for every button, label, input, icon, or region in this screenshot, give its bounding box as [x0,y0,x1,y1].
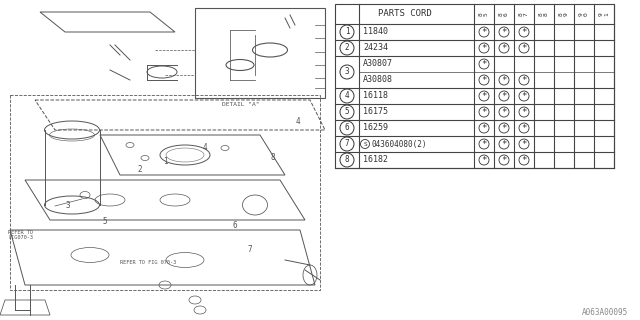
Text: 5: 5 [102,218,108,227]
Text: 9
0: 9 0 [579,12,589,16]
Text: 7: 7 [248,245,252,254]
Text: *: * [522,76,527,84]
Text: 8
7: 8 7 [519,12,529,16]
Bar [195,8,325,98]
Text: *: * [481,140,486,148]
Text: *: * [501,92,507,100]
Text: 8
6: 8 6 [499,12,509,16]
Text: S: S [363,141,367,147]
Text: 2: 2 [138,165,142,174]
Text: *: * [481,156,486,164]
Text: A30807: A30807 [363,60,393,68]
Text: 6: 6 [345,124,349,132]
Text: REFER TO FIG 070-3: REFER TO FIG 070-3 [120,260,176,265]
Text: 4: 4 [345,92,349,100]
Text: 8
8: 8 8 [539,12,549,16]
Text: 11840: 11840 [363,28,388,36]
Text: 8
5: 8 5 [479,12,489,16]
Text: 16259: 16259 [363,124,388,132]
Text: *: * [481,28,486,36]
Text: *: * [522,140,527,148]
Text: *: * [481,92,486,100]
Text: 5: 5 [345,108,349,116]
Text: A063A00095: A063A00095 [582,308,628,317]
Text: *: * [522,92,527,100]
Text: 4: 4 [203,143,207,153]
Text: 3: 3 [345,68,349,76]
Text: 8: 8 [271,154,275,163]
Text: 6: 6 [233,220,237,229]
Text: 1: 1 [163,157,167,166]
Text: *: * [501,44,507,52]
Text: 16175: 16175 [363,108,388,116]
Text: 16182: 16182 [363,156,388,164]
Text: *: * [501,156,507,164]
Text: DETAIL "A": DETAIL "A" [222,102,259,107]
Text: 3: 3 [66,201,70,210]
Text: *: * [522,44,527,52]
Text: 16118: 16118 [363,92,388,100]
Text: *: * [522,124,527,132]
Text: 8
9: 8 9 [559,12,569,16]
Text: *: * [481,124,486,132]
Text: PARTS CORD: PARTS CORD [378,10,431,19]
Text: *: * [522,156,527,164]
Text: *: * [501,76,507,84]
Text: REFER TO
FIG070-3: REFER TO FIG070-3 [8,230,33,240]
Text: 043604080(2): 043604080(2) [371,140,426,148]
Text: *: * [522,28,527,36]
Text: *: * [501,108,507,116]
Text: 2: 2 [345,44,349,52]
Text: *: * [481,44,486,52]
Text: *: * [481,60,486,68]
Bar [335,4,614,168]
Text: 8: 8 [345,156,349,164]
Text: *: * [501,140,507,148]
Text: 4: 4 [296,117,300,126]
Text: 24234: 24234 [363,44,388,52]
Text: A30808: A30808 [363,76,393,84]
Text: *: * [501,124,507,132]
Text: 9
1: 9 1 [599,12,609,16]
Text: 1: 1 [345,28,349,36]
Text: 7: 7 [345,140,349,148]
Text: *: * [481,108,486,116]
Text: *: * [501,28,507,36]
Text: *: * [522,108,527,116]
Text: *: * [481,76,486,84]
